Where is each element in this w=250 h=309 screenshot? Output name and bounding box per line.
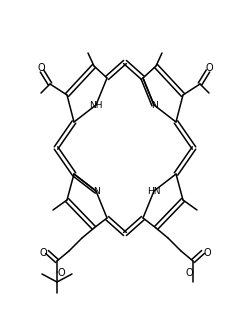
Text: N: N <box>150 100 158 109</box>
Text: HN: HN <box>147 187 161 196</box>
Text: O: O <box>185 268 193 278</box>
Text: O: O <box>205 63 213 73</box>
Text: O: O <box>39 248 47 258</box>
Text: NH: NH <box>89 100 103 109</box>
Text: O: O <box>37 63 45 73</box>
Text: O: O <box>57 268 65 278</box>
Text: N: N <box>92 187 100 196</box>
Text: O: O <box>203 248 211 258</box>
